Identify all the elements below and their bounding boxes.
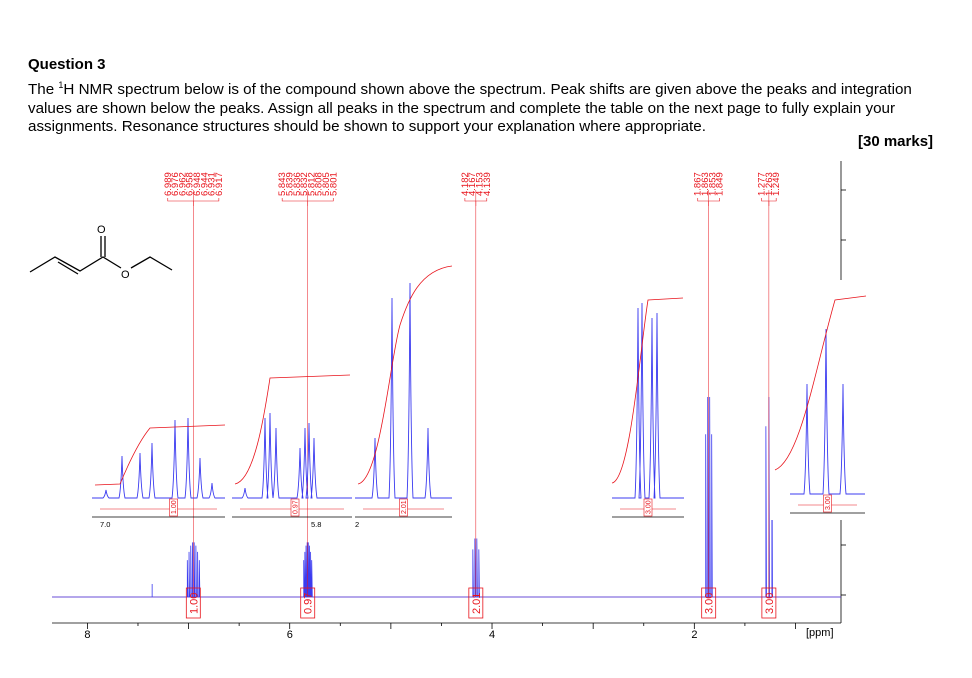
peak-shift-label: 1.867: [693, 172, 704, 196]
shift-bracket: [761, 198, 777, 206]
inset-tick-label: 5.8: [311, 520, 321, 529]
shift-bracket: [464, 198, 488, 206]
peak-shift-label: 5.801: [328, 172, 339, 196]
peak-shift-label: 5.839: [284, 172, 295, 196]
marks-label: [30 marks]: [858, 133, 934, 150]
inset-integration-box: [823, 494, 832, 513]
integration-curves: [151, 190, 770, 597]
peak-shift-label: 1.863: [700, 172, 711, 196]
inset-integration-curve: [234, 374, 351, 485]
integration-box: [468, 587, 484, 619]
inset-expansions: 1.00 7.0 0.97 5.8 2.01 2 3.00 3.00: [92, 265, 870, 529]
inset-integration-curve: [94, 424, 226, 486]
inset-expansion: 2.01 2: [355, 265, 453, 529]
integration-value: 2.01: [471, 593, 483, 614]
peak-shift-label: 1.853: [707, 172, 718, 196]
shift-bracket: [281, 198, 334, 206]
inset-trace: [612, 302, 684, 499]
inset-integration-value: 3.00: [646, 500, 653, 514]
inset-expansion: 3.00: [774, 295, 867, 514]
question-text: The 1H NMR spectrum below is of the comp…: [28, 76, 943, 137]
inset-tick-label: 7.0: [100, 520, 110, 529]
ester-oxygen-label: O: [121, 269, 130, 281]
inset-background: [770, 280, 870, 520]
integration-box: [761, 587, 777, 619]
carbonyl-oxygen-label: O: [97, 224, 106, 236]
inset-integration-curve: [774, 295, 867, 471]
peak-shift-label: 5.843: [277, 172, 288, 196]
shift-bracket: [697, 198, 720, 206]
inset-integration-curve: [611, 297, 684, 484]
peak-shift-label: 4.153: [474, 172, 485, 196]
inset-trace: [790, 328, 865, 495]
question-text-body: H NMR spectrum below is of the compound …: [28, 81, 912, 136]
inset-expansion: 0.97 5.8: [232, 374, 352, 529]
molecule-bonds: [29, 256, 122, 273]
peak-shift-label: 1.277: [757, 172, 768, 196]
peak-shift-label: 4.182: [460, 172, 471, 196]
peak-shift-label: 6.917: [214, 172, 225, 196]
x-tick-label: 8: [84, 629, 90, 641]
integration-boxes: 1.00 0.97 2.01 3.00 3.00: [185, 587, 777, 619]
peak-shift-label: 4.139: [482, 172, 493, 196]
question-title: Question 3: [28, 56, 106, 73]
peak-shift-label: 6.944: [199, 172, 210, 196]
peak-shift-label: 6.931: [207, 172, 218, 196]
peak-shift-label: 6.976: [170, 172, 181, 196]
inset-integration-value: 1.00: [171, 500, 178, 514]
superscript-one: 1: [58, 80, 64, 90]
x-tick-label: 6: [287, 629, 293, 641]
question-text-start: The: [28, 81, 59, 99]
molecule-ester-bonds: [130, 256, 173, 271]
inset-integration-box: [290, 498, 300, 517]
integration-value: 1.00: [188, 593, 200, 614]
molecule-structure: [29, 236, 173, 275]
peak-shift-label: 5.836: [292, 172, 303, 196]
peak-shift-label: 1.849: [715, 172, 726, 196]
x-tick-label: 2: [691, 629, 697, 641]
peak-shift-label: 6.989: [163, 172, 174, 196]
x-tick-label: 4: [489, 629, 495, 641]
inset-integration-value: 0.97: [293, 500, 300, 514]
peak-shift-label: 5.812: [306, 172, 317, 196]
x-axis-label: [ppm]: [806, 627, 834, 639]
x-axis-ticks: 8 6 4 2: [84, 623, 796, 641]
peak-shift-label: 5.832: [299, 172, 310, 196]
integration-box: [185, 587, 201, 619]
integration-value: 3.00: [704, 593, 716, 614]
inset-integration-box: [399, 498, 408, 517]
peak-shift-label: 5.805: [321, 172, 332, 196]
integration-box: [701, 587, 717, 619]
shift-labels: 6.9896.9766.9626.9586.9486.9446.9316.917…: [163, 172, 782, 206]
peak-shift-label: 6.958: [185, 172, 196, 196]
inset-tick-label: 2: [355, 520, 359, 529]
inset-trace: [92, 417, 225, 499]
integration-box: [300, 587, 316, 619]
inset-integration-value: 3.00: [825, 496, 832, 510]
inset-trace: [232, 412, 352, 499]
inset-integration-curve: [357, 265, 453, 485]
peak-shift-label: 1.263: [764, 172, 775, 196]
inset-expansion: 1.00 7.0: [92, 417, 226, 529]
peak-shift-label: 6.948: [192, 172, 203, 196]
peak-shift-label: 1.249: [771, 172, 782, 196]
peak-shift-label: 5.808: [314, 172, 325, 196]
integration-value: 0.97: [303, 593, 315, 614]
inset-expansion: 3.00: [611, 297, 684, 518]
molecule-alkene-double-bond: [57, 261, 79, 275]
peak-shift-label: 6.962: [177, 172, 188, 196]
inset-integration-box: [169, 498, 178, 517]
peak-shift-label: 4.167: [467, 172, 478, 196]
integration-value: 3.00: [764, 593, 776, 614]
inset-integration-box: [643, 498, 653, 517]
axis-frame: [52, 161, 846, 624]
shift-bracket: [167, 198, 220, 206]
inset-trace: [355, 282, 452, 499]
inset-integration-value: 2.01: [401, 500, 408, 514]
spectrum-trace: [52, 396, 841, 598]
